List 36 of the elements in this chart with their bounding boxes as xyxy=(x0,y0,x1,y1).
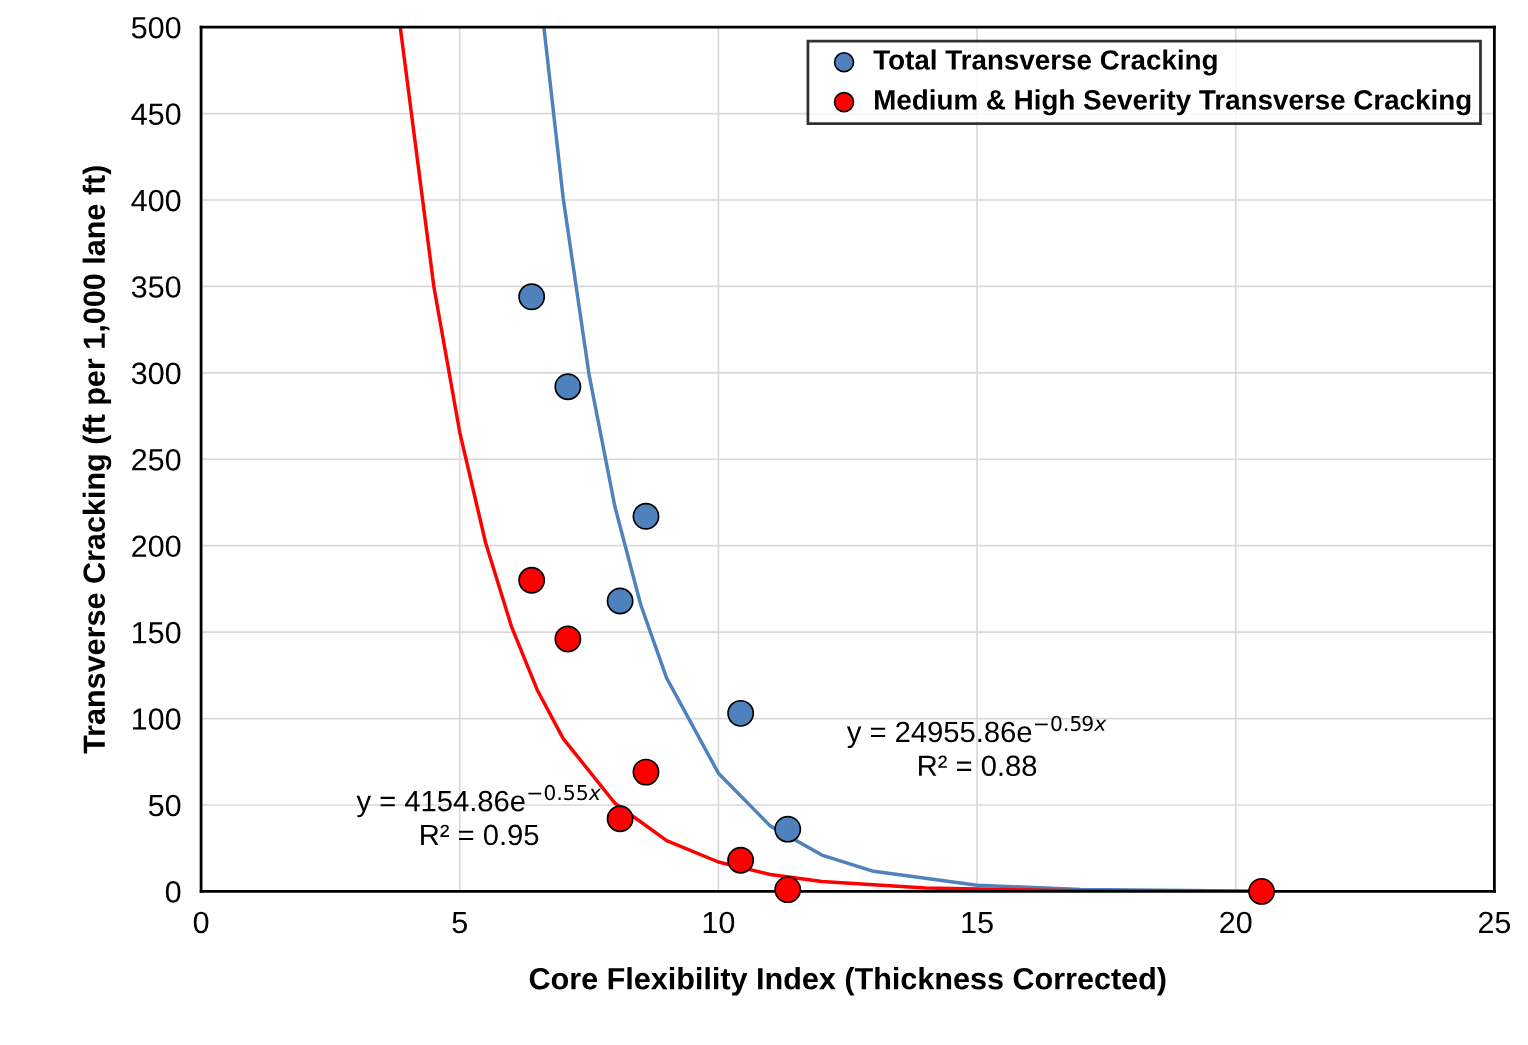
point xyxy=(518,283,546,311)
point xyxy=(632,758,660,786)
point xyxy=(606,805,634,833)
y-tick-label: 450 xyxy=(131,103,181,125)
y-tick-label: 250 xyxy=(132,449,181,471)
annotation: y = 4154.86e$^{−0.55x}$ R² = 0.95 xyxy=(356,784,602,846)
y-tick-label: 0 xyxy=(165,881,181,903)
x-tick-label: 15 xyxy=(962,911,993,934)
point xyxy=(727,699,755,727)
point xyxy=(518,566,546,594)
y-tick-label: 150 xyxy=(132,621,181,644)
x-tick-label: 5 xyxy=(452,911,467,934)
point xyxy=(632,502,660,530)
point xyxy=(554,625,582,653)
annotation: y = 24955.86e$^{−0.59x}$ R² = 0.88 xyxy=(846,715,1107,777)
point xyxy=(606,587,634,615)
x-tick-label: 25 xyxy=(1478,911,1511,934)
y-tick-label: 50 xyxy=(148,794,181,817)
y-tick-label: 400 xyxy=(131,189,181,212)
y-axis-title: Transverse Cracking (ft per 1,000 lane ft) xyxy=(82,166,112,754)
y-tick-label: 100 xyxy=(132,708,181,730)
x-tick-label: 20 xyxy=(1220,911,1252,934)
y-tick-label: 200 xyxy=(132,535,181,558)
y-tick-label: 500 xyxy=(131,16,181,39)
y-tick-label: 300 xyxy=(131,362,181,385)
y-tick-label: 350 xyxy=(131,276,181,298)
point xyxy=(774,815,802,843)
point xyxy=(774,876,802,904)
legend-label: Medium & High Severity Transverse Cracking xyxy=(875,89,1471,116)
legend-label: Total Transverse Cracking xyxy=(873,49,1217,76)
point xyxy=(1248,877,1276,905)
point xyxy=(727,846,755,874)
x-axis-title: Core Flexibility Index (Thickness Corrected) xyxy=(529,967,1166,996)
x-tick-label: 0 xyxy=(193,911,209,934)
point xyxy=(554,373,582,401)
x-tick-label: 10 xyxy=(703,911,735,934)
